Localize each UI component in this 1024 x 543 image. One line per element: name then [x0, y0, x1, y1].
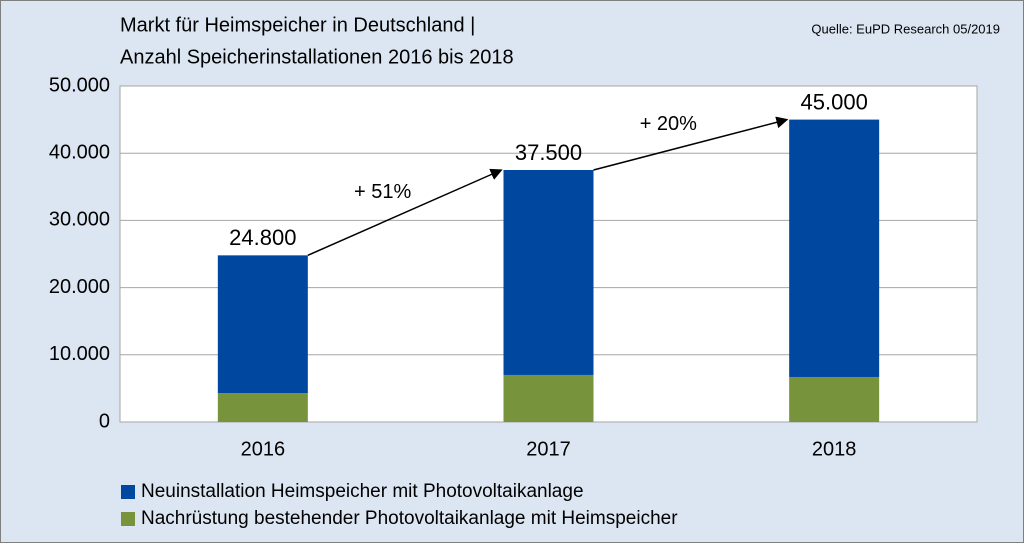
- growth-arrow: [307, 168, 503, 257]
- y-tick-label: 30.000: [49, 209, 110, 231]
- y-tick-label: 20.000: [49, 276, 110, 298]
- x-tick-label: 2018: [812, 438, 857, 460]
- bar-segment: [789, 376, 880, 422]
- y-tick-label: 40.000: [49, 141, 110, 163]
- growth-label: + 51%: [354, 181, 411, 203]
- chart-subtitle: Anzahl Speicherinstallationen 2016 bis 2…: [120, 46, 514, 68]
- legend-label: Nachrüstung bestehender Photovoltaikanla…: [141, 508, 678, 529]
- bar-segment: [503, 374, 594, 422]
- total-label: 24.800: [229, 225, 296, 250]
- legend-label: Neuinstallation Heimspeicher mit Photovo…: [141, 481, 584, 502]
- bar-segment: [217, 255, 308, 394]
- source: Quelle: EuPD Research 05/2019: [811, 21, 1000, 36]
- total-label: 45.000: [801, 89, 868, 114]
- bar-segment: [217, 393, 308, 422]
- bar-segment: [789, 119, 880, 377]
- y-tick-label: 50.000: [49, 74, 110, 96]
- growth-label: + 20%: [640, 113, 697, 135]
- legend-swatch: [121, 485, 135, 499]
- x-tick-label: 2016: [241, 438, 286, 460]
- y-tick-label: 0: [99, 410, 110, 432]
- y-tick-label: 10.000: [49, 343, 110, 365]
- bar-segment: [503, 170, 594, 375]
- growth-arrow: [593, 116, 789, 171]
- total-label: 37.500: [515, 140, 582, 165]
- x-tick-label: 2017: [526, 438, 571, 460]
- legend-swatch: [121, 512, 135, 526]
- chart-title: Markt für Heimspeicher in Deutschland |: [120, 14, 475, 36]
